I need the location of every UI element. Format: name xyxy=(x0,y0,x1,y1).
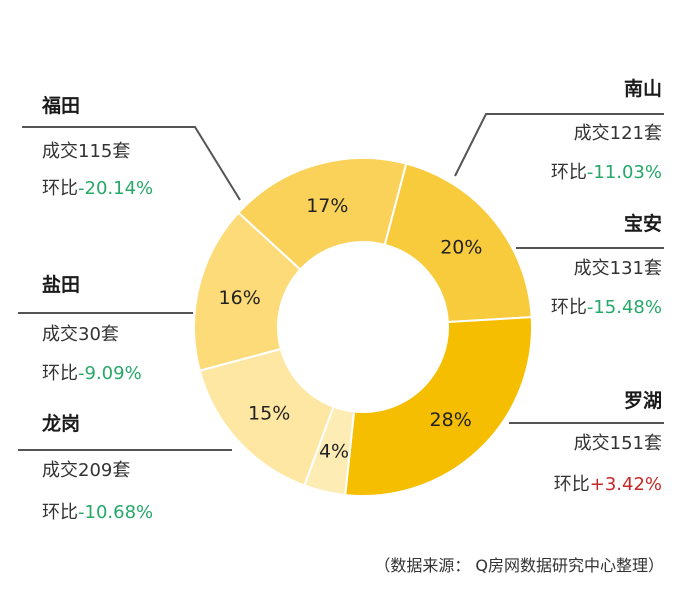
leader-line-futian xyxy=(22,126,241,201)
district-mom-prefix-nanshan: 环比 xyxy=(551,162,587,183)
slice-luohu xyxy=(383,162,533,324)
district-deals-nanshan: 成交121套 xyxy=(574,123,662,144)
district-mom-prefix-yantian: 环比 xyxy=(42,363,78,384)
district-mom-prefix-longgang: 环比 xyxy=(42,502,78,523)
district-deals-baoan: 成交131套 xyxy=(574,258,662,279)
leader-lines xyxy=(18,113,664,451)
district-name-longgang: 龙岗 xyxy=(42,412,80,435)
slice-label-futian: 15% xyxy=(248,403,290,425)
district-mom-nanshan: 环比-11.03% xyxy=(551,162,662,183)
district-mom-value-yantian: -9.09% xyxy=(78,363,142,384)
district-mom-yantian: 环比-9.09% xyxy=(42,363,142,384)
donut-slices xyxy=(193,157,533,497)
district-deals-longgang: 成交209套 xyxy=(42,460,130,481)
slice-label-luohu: 20% xyxy=(440,237,482,259)
district-name-baoan: 宝安 xyxy=(624,212,662,235)
district-name-luohu: 罗湖 xyxy=(624,390,662,412)
district-mom-futian: 环比-20.14% xyxy=(42,178,153,199)
district-mom-prefix-baoan: 环比 xyxy=(551,297,587,318)
district-name-yantian: 盐田 xyxy=(42,273,80,296)
district-mom-prefix-futian: 环比 xyxy=(42,178,78,199)
slice-longgang xyxy=(344,316,533,497)
district-mom-value-baoan: -15.48% xyxy=(587,297,662,318)
donut-slice-labels: 16% 17% 20% 28% 4% 15% xyxy=(219,195,483,463)
source-note: （数据来源： Q房网数据研究中心整理） xyxy=(374,556,664,575)
district-name-nanshan: 南山 xyxy=(624,78,662,100)
leader-line-nanshan xyxy=(454,113,664,177)
slice-label-nanshan: 16% xyxy=(219,287,261,309)
slice-label-yantian: 4% xyxy=(319,441,349,463)
district-mom-value-nanshan: -11.03% xyxy=(587,162,662,183)
slice-label-longgang: 28% xyxy=(430,409,472,431)
district-mom-prefix-luohu: 环比 xyxy=(554,474,590,495)
district-mom-value-luohu: +3.42% xyxy=(590,474,662,495)
district-deals-futian: 成交115套 xyxy=(42,141,130,162)
district-deals-yantian: 成交30套 xyxy=(42,324,119,345)
district-deals-luohu: 成交151套 xyxy=(574,433,662,454)
district-mom-value-longgang: -10.68% xyxy=(78,502,153,523)
slice-futian xyxy=(198,347,335,487)
district-mom-baoan: 环比-15.48% xyxy=(551,297,662,318)
slice-label-baoan: 17% xyxy=(306,195,348,217)
district-mom-longgang: 环比-10.68% xyxy=(42,502,153,523)
district-annotations: 福田成交115套环比-20.14%南山成交121套环比-11.03%宝安成交13… xyxy=(41,78,662,523)
district-mom-value-futian: -20.14% xyxy=(78,178,153,199)
district-mom-luohu: 环比+3.42% xyxy=(554,474,662,495)
district-name-futian: 福田 xyxy=(41,94,80,117)
